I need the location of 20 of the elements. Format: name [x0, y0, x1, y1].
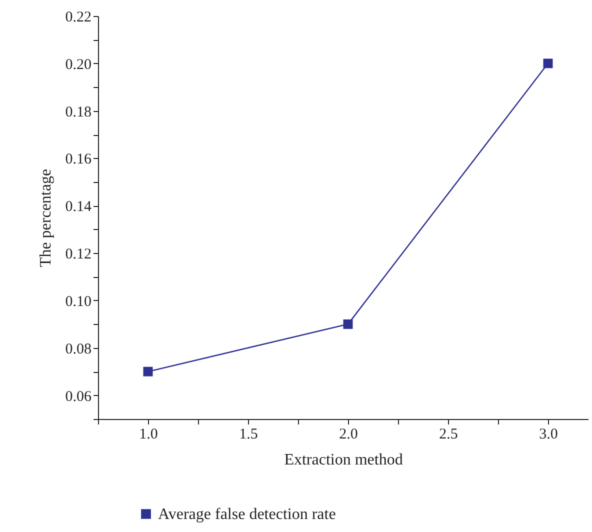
- y-tick-label: 0.16: [65, 152, 92, 168]
- y-tick-label: 0.20: [65, 56, 92, 73]
- y-tick-label: 0.22: [65, 10, 92, 26]
- point: [343, 319, 353, 329]
- y-tick-label: 0.10: [65, 294, 92, 310]
- x-tick-label: 1.5: [239, 426, 258, 442]
- x-axis-title: Extraction method: [284, 452, 403, 468]
- y-tick-label: 0.12: [65, 246, 92, 263]
- x-tick-label: 3.0: [539, 426, 558, 442]
- x-tick-label: 1.0: [139, 426, 158, 442]
- x-tick-label: 2.0: [339, 426, 358, 442]
- y-tick-label: 0.18: [65, 104, 92, 120]
- point: [543, 58, 553, 68]
- y-tick-label: 0.06: [65, 388, 92, 405]
- y-tick-label: 0.08: [65, 341, 92, 358]
- y-axis-title: The percentage: [37, 168, 54, 268]
- point: [143, 366, 153, 376]
- x-tick-label: 2.5: [439, 426, 458, 442]
- y-tick-label: 0.14: [65, 199, 92, 216]
- legend-label: Average false detection rate: [158, 506, 336, 523]
